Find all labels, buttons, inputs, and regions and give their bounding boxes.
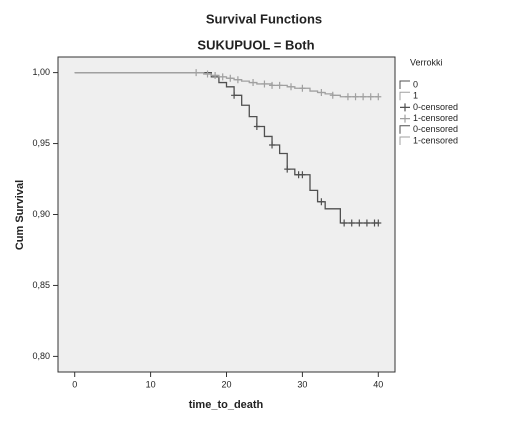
- legend-key: [399, 91, 410, 101]
- legend-label: 0-censored: [413, 102, 458, 112]
- censor-mark: [299, 171, 306, 179]
- legend-title: Verrokki: [410, 57, 443, 67]
- legend-label: 1-censored: [413, 135, 458, 145]
- y-tick-label: 0,85: [32, 280, 50, 290]
- censor-mark: [375, 93, 382, 101]
- censor-mark: [204, 70, 211, 78]
- censor-mark: [212, 71, 219, 79]
- chart-title: Survival Functions: [206, 11, 322, 26]
- legend-key: [399, 136, 410, 145]
- censor-mark: [269, 141, 276, 149]
- censor-mark: [352, 93, 359, 101]
- x-axis-label: time_to_death: [189, 399, 264, 411]
- legend-label: 1-censored: [413, 113, 458, 123]
- censor-mark: [269, 81, 276, 89]
- legend-key: [400, 114, 410, 123]
- censor-mark: [193, 69, 200, 77]
- censor-mark: [261, 80, 268, 88]
- x-tick-label: 10: [146, 379, 156, 389]
- censor-mark: [348, 219, 355, 227]
- censor-mark: [363, 219, 370, 227]
- censor-mark: [341, 219, 348, 227]
- censor-mark: [360, 93, 367, 101]
- x-tick-label: 20: [221, 379, 231, 389]
- legend-key: [400, 103, 410, 112]
- y-tick-label: 0,90: [32, 209, 50, 219]
- censor-mark: [219, 73, 226, 81]
- censor-mark: [234, 76, 241, 84]
- y-tick-label: 1,00: [32, 67, 50, 77]
- censor-mark: [227, 74, 234, 82]
- censor-mark: [367, 93, 374, 101]
- legend-key: [399, 125, 410, 134]
- legend-key: [399, 80, 410, 89]
- censor-mark: [253, 123, 260, 131]
- x-tick-label: 40: [373, 379, 383, 389]
- censor-mark: [318, 88, 325, 96]
- censor-mark: [250, 79, 257, 87]
- censor-mark: [375, 219, 382, 227]
- censor-mark: [231, 91, 238, 99]
- survival-line: [74, 71, 379, 224]
- chart-subtitle: SUKUPUOL = Both: [197, 37, 314, 52]
- y-axis-label: Cum Survival: [14, 180, 26, 250]
- censor-mark: [344, 93, 351, 101]
- legend-label: 1: [413, 91, 418, 101]
- censor-mark: [288, 83, 295, 91]
- y-tick-label: 0,80: [32, 351, 50, 361]
- censor-mark: [318, 198, 325, 206]
- x-tick-label: 0: [72, 379, 77, 389]
- legend-label: 0: [413, 79, 418, 89]
- y-tick-label: 0,95: [32, 138, 50, 148]
- censor-mark: [329, 91, 336, 99]
- censor-mark: [284, 165, 291, 173]
- legend-label: 0-censored: [413, 124, 458, 134]
- censor-mark: [299, 84, 306, 92]
- censor-mark: [276, 81, 283, 89]
- plot-area: [57, 56, 396, 373]
- censor-mark: [356, 219, 363, 227]
- x-tick-label: 30: [297, 379, 307, 389]
